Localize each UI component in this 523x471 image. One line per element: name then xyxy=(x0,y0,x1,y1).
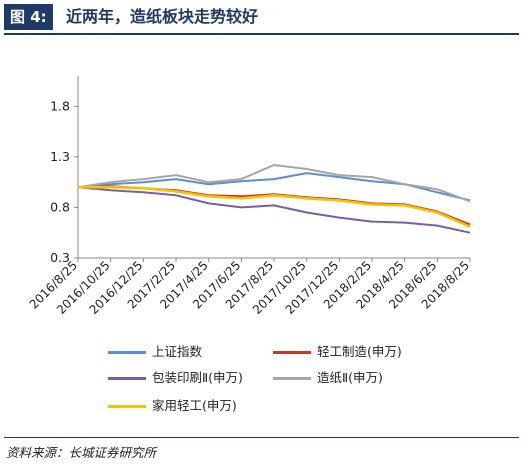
legend-label: 轻工制造(申万) xyxy=(317,344,402,359)
legend-swatch xyxy=(108,377,146,380)
figure-label: 图 4: xyxy=(4,4,53,30)
y-tick-label: 0.8 xyxy=(50,199,70,214)
series-line-2 xyxy=(77,186,471,234)
series-line-3 xyxy=(77,164,471,203)
legend-label: 上证指数 xyxy=(152,344,203,359)
legend-label: 造纸Ⅱ(申万) xyxy=(317,370,383,385)
y-tick-label: 0.3 xyxy=(50,250,70,265)
chart-legend: 上证指数 轻工制造(申万) 包装印刷Ⅱ(申万) 造纸Ⅱ(申万) 家用轻工(申万) xyxy=(0,336,523,426)
series-line-4 xyxy=(78,185,471,228)
chart-series xyxy=(77,164,471,234)
source-note: 资料来源：长城证券研究所 xyxy=(6,445,157,460)
legend-swatch xyxy=(273,377,311,380)
chart-axes xyxy=(74,76,471,262)
legend-swatch xyxy=(108,351,146,354)
legend-swatch xyxy=(108,405,146,408)
legend-swatch xyxy=(273,351,311,354)
source-divider xyxy=(4,437,519,438)
y-tick-label: 1.3 xyxy=(50,149,70,164)
figure-header: 图 4: 近两年，造纸板块走势较好 xyxy=(0,0,523,35)
line-chart: 0.30.81.31.82016/8/252016/10/252016/12/2… xyxy=(27,76,472,317)
legend-label: 包装印刷Ⅱ(申万) xyxy=(152,370,243,385)
legend-label: 家用轻工(申万) xyxy=(152,398,237,413)
figure-title: 近两年，造纸板块走势较好 xyxy=(66,7,259,26)
header-divider xyxy=(4,33,519,35)
y-tick-label: 1.8 xyxy=(50,98,70,113)
